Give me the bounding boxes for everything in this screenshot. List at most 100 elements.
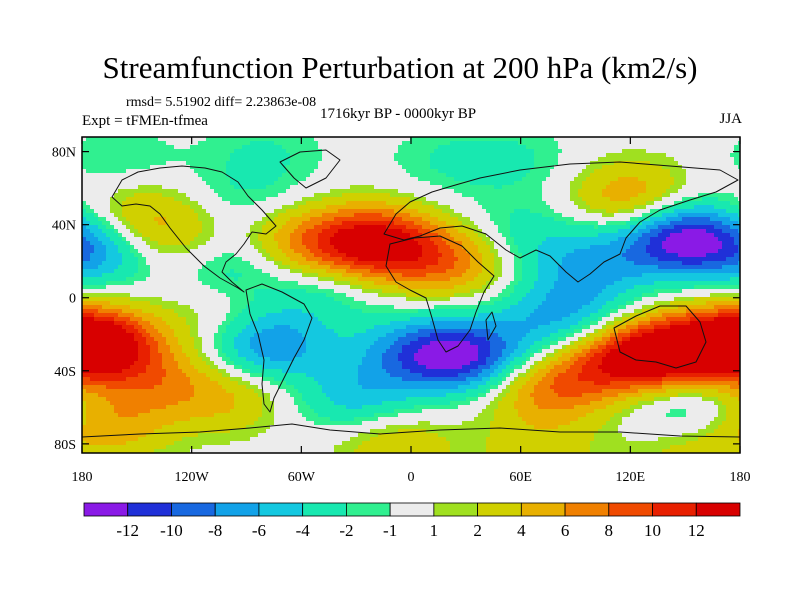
contour-cell (674, 221, 679, 226)
contour-cell (474, 181, 479, 186)
contour-cell (114, 197, 119, 202)
contour-cell (202, 181, 207, 186)
contour-cell (286, 165, 291, 170)
contour-cell (502, 245, 507, 250)
contour-cell (726, 181, 731, 186)
contour-cell (718, 185, 723, 190)
contour-cell (534, 153, 539, 158)
contour-cell (494, 241, 499, 246)
contour-cell (366, 217, 371, 222)
contour-cell (402, 137, 407, 142)
contour-cell (318, 165, 323, 170)
contour-cell (86, 229, 91, 234)
contour-cell (334, 245, 339, 250)
contour-cell (94, 165, 99, 170)
contour-cell (294, 221, 299, 226)
contour-cell (414, 177, 419, 182)
contour-cell (178, 205, 183, 210)
contour-cell (490, 153, 495, 158)
contour-cell (706, 141, 711, 146)
contour-cell (390, 245, 395, 250)
contour-cell (234, 201, 239, 206)
contour-cell (702, 241, 707, 246)
contour-cell (678, 177, 683, 182)
contour-cell (338, 149, 343, 154)
contour-cell (438, 237, 443, 242)
contour-cell (678, 241, 683, 246)
contour-cell (466, 209, 471, 214)
contour-cell (94, 245, 99, 250)
contour-cell (370, 237, 375, 242)
contour-cell (626, 145, 631, 150)
contour-cell (214, 197, 219, 202)
contour-cell (90, 165, 95, 170)
contour-cell (394, 149, 399, 154)
contour-cell (474, 153, 479, 158)
contour-cell (466, 145, 471, 150)
contour-cell (474, 253, 479, 258)
contour-cell (590, 249, 595, 254)
contour-cell (206, 253, 211, 258)
contour-cell (626, 237, 631, 242)
contour-cell (650, 181, 655, 186)
contour-cell (294, 157, 299, 162)
contour-cell (610, 213, 615, 218)
contour-cell (646, 253, 651, 258)
contour-cell (250, 149, 255, 154)
contour-cell (518, 233, 523, 238)
contour-cell (446, 209, 451, 214)
contour-cell (678, 169, 683, 174)
contour-cell (186, 229, 191, 234)
contour-cell (330, 221, 335, 226)
contour-cell (138, 209, 143, 214)
contour-cell (618, 181, 623, 186)
contour-cell (378, 213, 383, 218)
contour-cell (562, 177, 567, 182)
contour-cell (242, 145, 247, 150)
contour-cell (134, 241, 139, 246)
contour-cell (250, 145, 255, 150)
contour-cell (166, 153, 171, 158)
contour-cell (382, 161, 387, 166)
contour-cell (242, 209, 247, 214)
contour-cell (306, 213, 311, 218)
contour-cell (638, 145, 643, 150)
contour-cell (466, 137, 471, 142)
contour-cell (522, 193, 527, 198)
contour-cell (638, 241, 643, 246)
contour-cell (90, 193, 95, 198)
contour-cell (254, 185, 259, 190)
contour-cell (722, 189, 727, 194)
contour-cell (522, 253, 527, 258)
contour-cell (370, 213, 375, 218)
contour-cell (282, 221, 287, 226)
contour-cell (734, 249, 739, 254)
contour-cell (578, 213, 583, 218)
contour-cell (238, 169, 243, 174)
contour-cell (210, 257, 215, 262)
contour-cell (730, 173, 735, 178)
contour-cell (230, 209, 235, 214)
contour-cell (550, 201, 555, 206)
contour-cell (242, 149, 247, 154)
contour-cell (570, 249, 575, 254)
contour-cell (646, 181, 651, 186)
contour-cell (630, 145, 635, 150)
contour-cell (270, 165, 275, 170)
contour-cell (670, 233, 675, 238)
contour-cell (366, 161, 371, 166)
contour-cell (330, 209, 335, 214)
contour-cell (362, 197, 367, 202)
contour-cell (102, 141, 107, 146)
contour-cell (118, 173, 123, 178)
contour-cell (430, 141, 435, 146)
contour-cell (622, 233, 627, 238)
contour-cell (214, 201, 219, 206)
contour-cell (122, 233, 127, 238)
contour-cell (266, 221, 271, 226)
contour-cell (182, 245, 187, 250)
contour-cell (238, 157, 243, 162)
contour-cell (350, 241, 355, 246)
contour-cell (594, 185, 599, 190)
contour-cell (606, 197, 611, 202)
